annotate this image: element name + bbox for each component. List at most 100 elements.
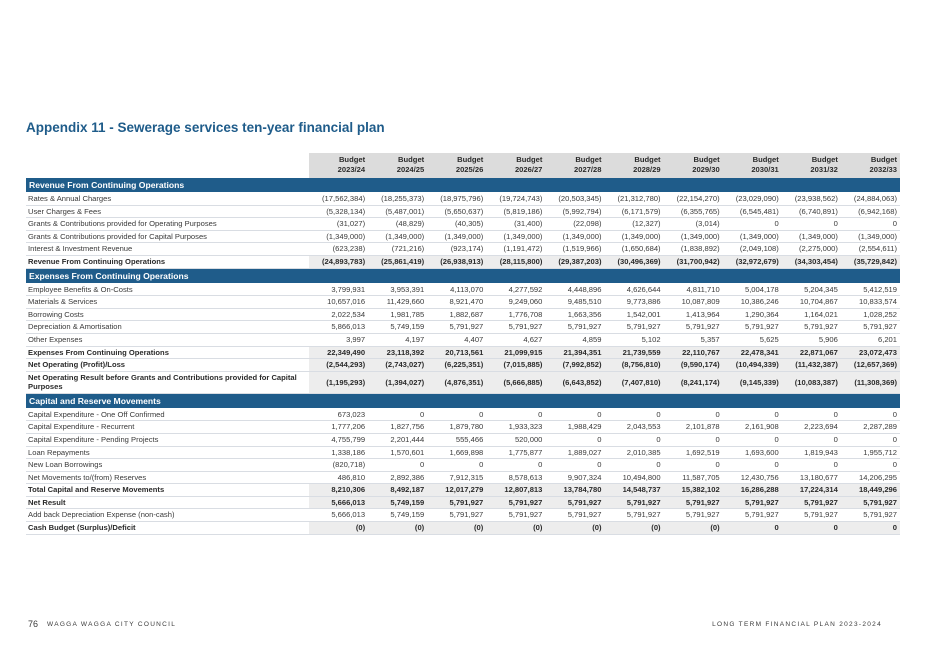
cell-value: 5,791,927 [545, 320, 605, 334]
cell-value: 1,819,943 [781, 446, 841, 460]
column-header-label: Budget [457, 155, 484, 164]
cell-value: 2,892,386 [368, 471, 428, 485]
cell-value: (923,174) [427, 242, 487, 256]
column-header-year: 2031/32 [810, 165, 838, 174]
cell-value: 2,101,878 [663, 420, 723, 434]
cell-value: (12,327) [604, 217, 664, 231]
cell-value: (20,503,345) [545, 192, 605, 206]
cell-value: (2,275,000) [781, 242, 841, 256]
column-header-label: Budget [398, 155, 425, 164]
cell-value: 0 [604, 433, 664, 447]
cell-value: 0 [722, 521, 782, 535]
cell-value: (25,861,419) [368, 255, 428, 269]
cell-value: 21,739,559 [604, 346, 664, 360]
cell-value: (1,349,000) [545, 230, 605, 244]
row-label: Rates & Annual Charges [26, 192, 310, 206]
cell-value: (1,349,000) [781, 230, 841, 244]
cell-value: 2,010,385 [604, 446, 664, 460]
cell-value: 5,791,927 [486, 320, 546, 334]
column-header: Budget 2027/28 [545, 153, 605, 178]
cell-value: 0 [663, 408, 723, 422]
cell-value: 5,791,927 [781, 508, 841, 523]
cell-value: (22,098) [545, 217, 605, 231]
cell-value: 5,357 [663, 333, 723, 347]
cell-value: (6,171,579) [604, 205, 664, 219]
row-label: Borrowing Costs [26, 308, 310, 322]
row-label: Cash Budget (Surplus)/Deficit [26, 521, 310, 535]
cell-value: 14,548,737 [604, 483, 664, 497]
cell-value: 0 [840, 217, 900, 231]
cell-value: 5,791,927 [781, 496, 841, 510]
cell-value: 5,004,178 [722, 283, 782, 297]
cell-value: 9,773,886 [604, 295, 664, 309]
cell-value: (23,938,562) [781, 192, 841, 206]
footer-document-name: LONG TERM FINANCIAL PLAN 2023-2024 [712, 621, 882, 628]
cell-value: 1,777,206 [309, 420, 369, 434]
cell-value: (0) [486, 521, 546, 535]
cell-value: (24,893,783) [309, 255, 369, 269]
cell-value: 10,704,867 [781, 295, 841, 309]
cell-value: 0 [840, 458, 900, 472]
cell-value: 5,791,927 [840, 508, 900, 523]
column-header-year: 2027/28 [574, 165, 602, 174]
cell-value: (9,145,339) [722, 371, 782, 394]
column-header-label: Budget [575, 155, 602, 164]
table-row: Other Expenses 3,997 4,197 4,407 4,627 4,859 5… [26, 333, 900, 347]
cell-value: 2,022,534 [309, 308, 369, 322]
cell-value: (6,545,481) [722, 205, 782, 219]
column-header-year: 2024/25 [396, 165, 425, 174]
cell-value: 4,407 [427, 333, 487, 347]
cell-value: (0) [545, 521, 605, 535]
cell-value: (12,657,369) [840, 358, 900, 372]
cell-value: 0 [781, 408, 841, 422]
cell-value: (31,400) [486, 217, 546, 231]
cell-value: (5,819,186) [486, 205, 546, 219]
cell-value: (5,328,134) [309, 205, 369, 219]
cell-value: (623,238) [309, 242, 369, 256]
total-row: Net Operating (Profit)/Loss (2,544,293) (2… [26, 358, 900, 372]
cell-value: 1,988,429 [545, 420, 605, 434]
cell-value: 5,791,927 [604, 320, 664, 334]
section-title: Revenue From Continuing Operations [26, 178, 900, 193]
cell-value: 5,791,927 [427, 320, 487, 334]
cell-value: 0 [368, 458, 428, 472]
cell-value: 2,201,444 [368, 433, 428, 447]
cell-value: 2,223,694 [781, 420, 841, 434]
column-header: Budget 2025/26 [427, 153, 487, 178]
column-header-year: 2028/29 [633, 165, 661, 174]
cell-value: 17,224,314 [781, 483, 841, 497]
cell-value: 0 [722, 433, 782, 447]
cell-value: 9,249,060 [486, 295, 546, 309]
cell-value: 2,043,553 [604, 420, 664, 434]
cell-value: 5,791,927 [663, 320, 723, 334]
cell-value: 1,570,601 [368, 446, 428, 460]
cell-value: 1,413,964 [663, 308, 723, 322]
cell-value: (5,666,885) [486, 371, 546, 394]
table-row: User Charges & Fees (5,328,134) (5,487,001… [26, 205, 900, 219]
row-label: Revenue From Continuing Operations [26, 255, 310, 269]
cell-value: 5,666,013 [309, 496, 369, 510]
cell-value: 13,784,780 [545, 483, 605, 497]
row-label: Add back Depreciation Expense (non-cash) [26, 508, 310, 523]
cell-value: 0 [840, 521, 900, 535]
cell-value: 5,791,927 [722, 496, 782, 510]
cell-value: 555,466 [427, 433, 487, 447]
cell-value: (1,349,000) [309, 230, 369, 244]
cell-value: 3,997 [309, 333, 369, 347]
cell-value: (6,942,168) [840, 205, 900, 219]
cell-value: (24,884,063) [840, 192, 900, 206]
row-label: Net Operating Result before Grants and C… [26, 371, 310, 394]
row-label: Depreciation & Amortisation [26, 320, 310, 334]
cell-value: 2,287,289 [840, 420, 900, 434]
table-row: Interest & Investment Revenue (623,238) (7… [26, 242, 900, 256]
cell-value: 5,102 [604, 333, 664, 347]
table-header: Budget 2023/24 Budget 2024/25 Budget 2025/26 B… [26, 153, 900, 178]
cell-value: 21,099,915 [486, 346, 546, 360]
cell-value: 0 [604, 458, 664, 472]
cell-value: (10,083,387) [781, 371, 841, 394]
column-header-year: 2032/33 [869, 165, 897, 174]
row-label: Loan Repayments [26, 446, 310, 460]
cell-value: 11,587,705 [663, 471, 723, 485]
cell-value: 0 [427, 408, 487, 422]
cell-value: 0 [722, 458, 782, 472]
